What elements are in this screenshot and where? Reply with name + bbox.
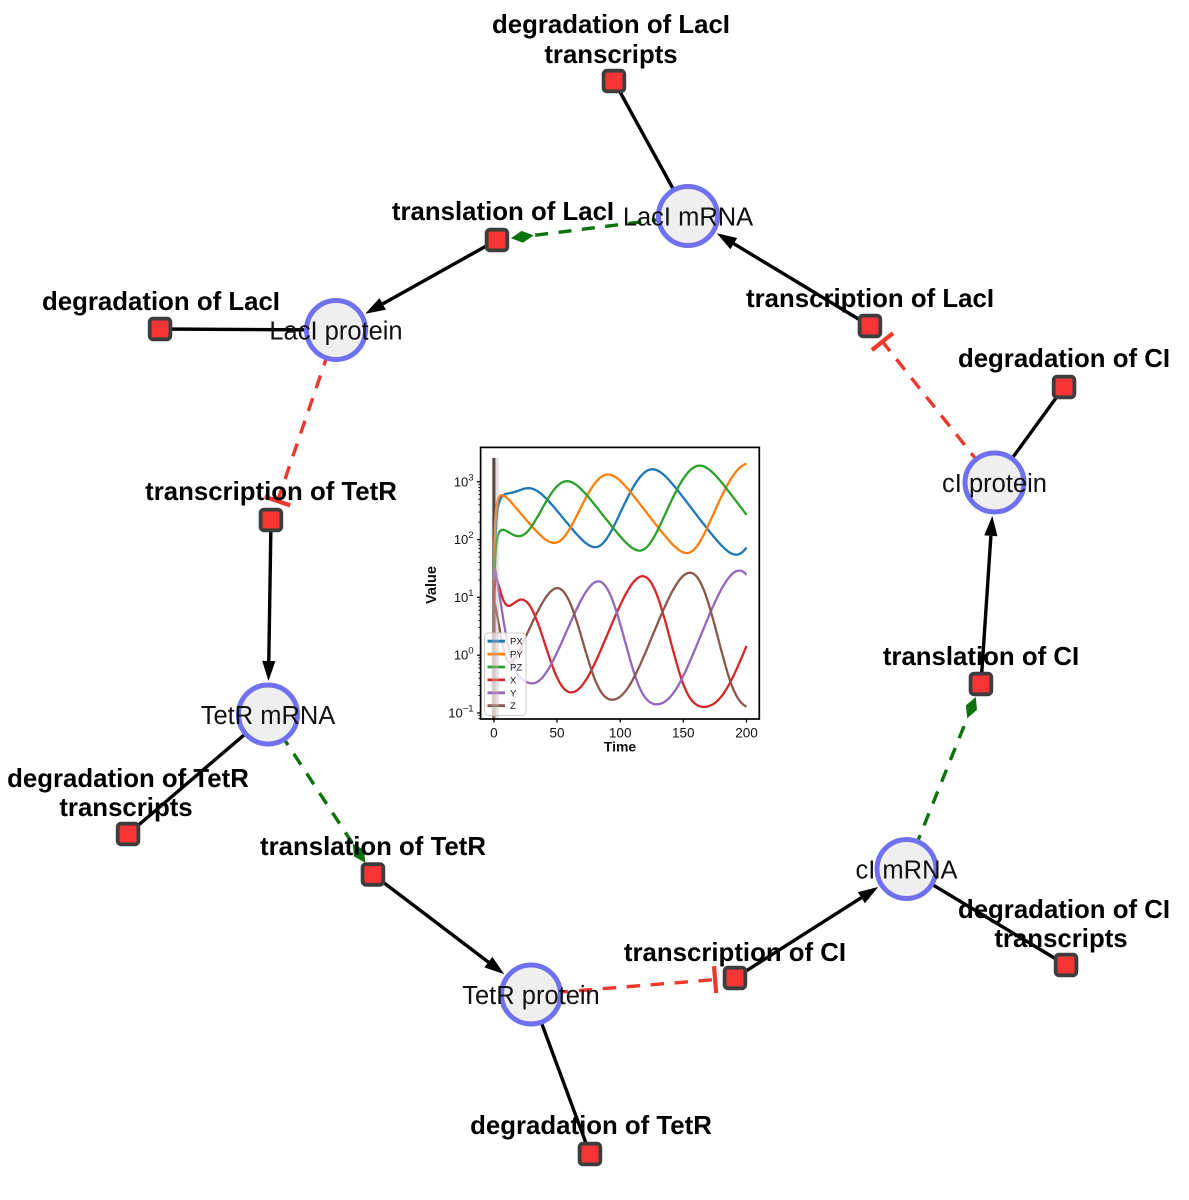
svg-text:cI protein: cI protein (942, 470, 1047, 498)
svg-text:Time: Time (604, 739, 637, 755)
svg-text:PX: PX (510, 637, 523, 648)
svg-text:transcription of LacI: transcription of LacI (746, 285, 994, 313)
svg-text:degradation of CI: degradation of CI (958, 345, 1170, 373)
svg-text:LacI protein: LacI protein (269, 318, 402, 346)
svg-text:50: 50 (549, 726, 564, 741)
svg-text:TetR mRNA: TetR mRNA (201, 702, 336, 730)
svg-text:0: 0 (490, 726, 498, 741)
svg-text:150: 150 (672, 726, 695, 741)
svg-text:102: 102 (454, 530, 474, 547)
svg-text:PY: PY (510, 650, 523, 661)
svg-text:LacI mRNA: LacI mRNA (623, 204, 753, 232)
svg-text:degradation of LacI: degradation of LacI (42, 288, 280, 316)
svg-text:transcripts: transcripts (59, 794, 192, 822)
svg-text:10−1: 10−1 (448, 704, 473, 721)
svg-text:Y: Y (510, 688, 517, 699)
svg-text:cI mRNA: cI mRNA (856, 857, 958, 885)
svg-text:translation of TetR: translation of TetR (260, 833, 486, 861)
svg-text:transcripts: transcripts (994, 925, 1127, 953)
svg-text:degradation of TetR: degradation of TetR (470, 1112, 712, 1140)
svg-text:translation of LacI: translation of LacI (392, 198, 614, 226)
svg-text:degradation of LacI: degradation of LacI (492, 11, 730, 39)
svg-text:100: 100 (454, 646, 474, 663)
svg-text:translation of CI: translation of CI (883, 643, 1079, 671)
svg-text:100: 100 (609, 726, 632, 741)
svg-text:transcription of TetR: transcription of TetR (145, 478, 397, 506)
svg-text:103: 103 (454, 472, 474, 489)
svg-text:Value: Value (424, 566, 440, 604)
svg-text:X: X (510, 675, 517, 686)
svg-text:101: 101 (454, 588, 474, 605)
svg-text:TetR protein: TetR protein (462, 982, 600, 1010)
svg-text:transcripts: transcripts (544, 41, 677, 69)
svg-text:Z: Z (510, 701, 516, 712)
svg-text:transcription of CI: transcription of CI (624, 939, 846, 967)
svg-text:PZ: PZ (510, 663, 522, 674)
svg-text:degradation of TetR: degradation of TetR (7, 765, 249, 793)
svg-text:200: 200 (735, 726, 758, 741)
svg-text:degradation of CI: degradation of CI (958, 896, 1170, 924)
